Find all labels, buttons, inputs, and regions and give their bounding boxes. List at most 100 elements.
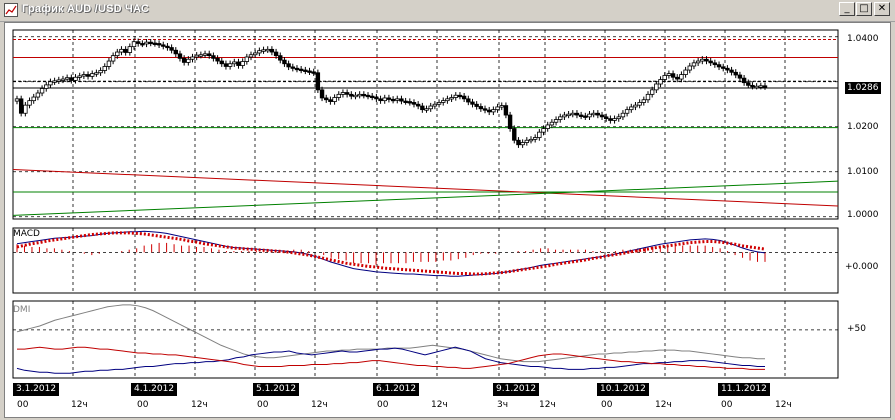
candle-body <box>240 61 245 66</box>
candle-body <box>520 142 525 146</box>
candle-body <box>232 61 237 65</box>
candle-body <box>382 97 387 102</box>
candle-body <box>754 85 759 89</box>
chart-canvas[interactable] <box>5 23 890 417</box>
macd-zero-label: +0.000 <box>845 262 879 272</box>
candle-body <box>666 73 672 76</box>
current-price-label: 1.0286 <box>845 82 881 94</box>
candle-body <box>403 100 408 103</box>
candle-body <box>303 69 308 72</box>
candle-body <box>173 49 178 55</box>
candle-body <box>69 77 74 81</box>
candle-body <box>23 104 28 114</box>
hour-tick: 00 <box>377 400 389 410</box>
trend-line <box>12 180 839 216</box>
candle-body <box>119 48 124 53</box>
candle-body <box>27 100 32 106</box>
candle-body <box>453 94 458 98</box>
candle-body <box>641 99 647 103</box>
chart-area[interactable]: MACD DMI 1.0400 1.0200 1.0100 1.0000 1.0… <box>4 22 891 418</box>
candle-body <box>369 95 375 99</box>
dmi-minus-di-line <box>17 346 765 370</box>
candle-body <box>683 69 688 75</box>
title-bar[interactable]: График AUD /USD ЧАС _ □ ✕ <box>0 0 895 22</box>
candle-body <box>633 104 638 108</box>
candle-body <box>553 119 559 123</box>
candle-body <box>219 60 224 65</box>
candle-body <box>562 114 567 118</box>
dmi-plus-di-line <box>16 346 765 374</box>
hour-tick: 12ч <box>655 400 672 410</box>
date-label: 9.1.2012 <box>493 383 540 396</box>
candle-body <box>541 128 546 133</box>
candle-body <box>64 77 70 80</box>
hour-tick: 00 <box>721 400 733 410</box>
candle-body <box>612 118 617 121</box>
candle-body <box>361 93 367 97</box>
candle-body <box>365 94 371 98</box>
candle-body <box>102 66 107 71</box>
trend-line <box>12 169 839 207</box>
candle-body <box>378 98 383 102</box>
candle-body <box>169 47 174 51</box>
hour-tick: 00 <box>137 400 149 410</box>
candle-body <box>507 114 513 129</box>
candle-body <box>415 103 421 107</box>
candle-body <box>470 101 475 105</box>
candle-body <box>115 51 120 57</box>
candle-body <box>39 88 45 94</box>
candle-body <box>654 83 659 91</box>
minimize-button[interactable]: _ <box>839 2 855 16</box>
hour-tick: 00 <box>601 400 613 410</box>
candle-body <box>236 61 241 66</box>
candle-body <box>583 115 588 118</box>
candle-body <box>181 57 187 63</box>
candle-body <box>223 63 229 67</box>
candle-body <box>570 112 575 116</box>
candle-body <box>90 73 95 77</box>
candle-body <box>528 138 534 142</box>
candle-body <box>248 54 254 58</box>
candle-body <box>315 72 321 91</box>
candle-body <box>675 76 680 80</box>
hour-tick: 12ч <box>431 400 448 410</box>
candle-body <box>616 116 621 120</box>
candle-body <box>645 93 651 101</box>
candle-body <box>298 68 304 72</box>
candle-body <box>123 48 128 53</box>
price-tick-label: 1.0200 <box>847 122 879 132</box>
close-button[interactable]: ✕ <box>874 2 890 16</box>
candle-body <box>140 43 145 46</box>
candle-body <box>700 58 705 62</box>
candle-body <box>135 41 141 44</box>
candle-body <box>386 97 392 100</box>
candle-body <box>620 112 626 118</box>
maximize-button[interactable]: □ <box>856 2 872 16</box>
candle-body <box>353 94 358 98</box>
hour-tick: 00 <box>257 400 269 410</box>
candle-body <box>466 98 471 103</box>
candle-body <box>662 75 667 80</box>
candle-body <box>733 71 738 76</box>
candle-body <box>595 112 601 116</box>
candle-body <box>357 93 362 97</box>
candle-body <box>31 96 36 102</box>
candle-body <box>532 137 538 140</box>
candle-body <box>252 52 258 56</box>
candle-body <box>721 66 726 69</box>
candle-body <box>127 46 133 53</box>
candle-body <box>44 84 49 89</box>
candle-body <box>186 58 191 63</box>
candle-body <box>48 81 53 86</box>
chart-app-icon <box>4 3 18 17</box>
candle-body <box>161 44 166 47</box>
candle-body <box>762 85 768 88</box>
candle-body <box>608 118 613 121</box>
candle-body <box>290 66 295 69</box>
candle-body <box>725 67 730 71</box>
date-label: 4.1.2012 <box>131 383 178 396</box>
candle-body <box>679 74 684 80</box>
candle-body <box>491 109 496 113</box>
candle-body <box>424 108 429 111</box>
candle-body <box>18 98 24 114</box>
